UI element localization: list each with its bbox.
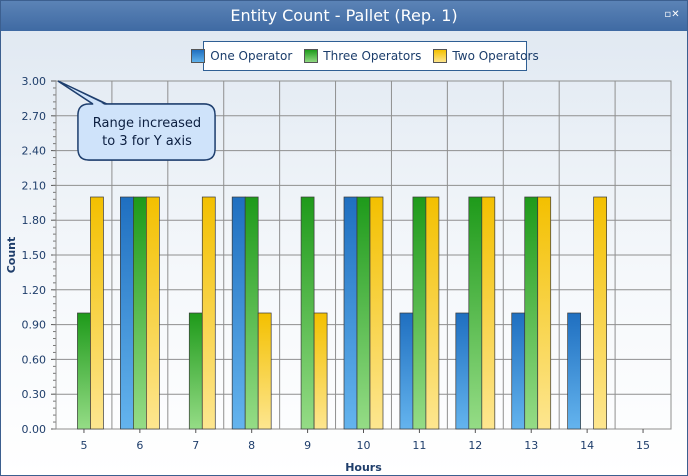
- y-tick-label: 2.40: [22, 145, 47, 158]
- callout-text-line: to 3 for Y axis: [102, 134, 192, 149]
- bar-two-operators: [369, 196, 384, 430]
- x-tick-label: 15: [636, 439, 650, 452]
- bar-two-operators: [425, 196, 440, 430]
- y-tick-label: 0.60: [22, 353, 47, 366]
- bar-three-operators: [133, 196, 147, 430]
- legend-swatch-one-operator: [191, 49, 206, 63]
- y-tick-label: 1.20: [22, 284, 47, 297]
- window-controls-icon[interactable]: ▫✕: [664, 9, 680, 20]
- legend-label-three-operators: Three Operators: [323, 49, 422, 63]
- bar-two-operators: [593, 196, 607, 430]
- y-tick-label: 1.80: [22, 214, 47, 227]
- y-axis-title: Count: [5, 237, 18, 274]
- bar-two-operators: [257, 312, 272, 430]
- y-tick-label: 1.50: [22, 249, 47, 262]
- title-bar: Entity Count - Pallet (Rep. 1) ▫✕: [1, 1, 687, 31]
- legend-label-one-operator: One Operator: [210, 49, 293, 63]
- y-tick-label: 2.70: [22, 110, 47, 123]
- callout-pointer: [57, 80, 108, 105]
- x-tick-label: 6: [136, 439, 143, 452]
- bar-one-operator: [567, 312, 581, 430]
- x-tick-label: 14: [580, 439, 594, 452]
- bar-two-operators: [90, 196, 104, 430]
- x-tick-label: 11: [412, 439, 426, 452]
- legend-item-two-operators[interactable]: Two Operators: [433, 49, 539, 63]
- legend-label-two-operators: Two Operators: [452, 49, 539, 63]
- x-tick-label: 12: [468, 439, 482, 452]
- bar-three-operators: [356, 196, 371, 430]
- window-title: Entity Count - Pallet (Rep. 1): [230, 6, 458, 25]
- bar-two-operators: [313, 312, 328, 430]
- bar-two-operators: [537, 196, 552, 430]
- x-tick-label: 5: [80, 439, 87, 452]
- bar-three-operators: [77, 312, 91, 430]
- chart-legend: One Operator Three Operators Two Operato…: [191, 41, 539, 71]
- y-tick-label: 0.00: [22, 423, 47, 436]
- bar-one-operator: [399, 312, 414, 430]
- x-tick-label: 10: [357, 439, 371, 452]
- legend-swatch-two-operators: [433, 49, 448, 63]
- bar-three-operators: [524, 196, 539, 430]
- callout-body: [77, 103, 216, 161]
- bar-two-operators: [481, 196, 496, 430]
- bar-one-operator: [455, 312, 470, 430]
- legend-item-one-operator[interactable]: One Operator: [191, 49, 292, 63]
- bar-two-operators: [146, 196, 160, 430]
- x-axis-title: Hours: [345, 461, 382, 474]
- legend-swatch-three-operators: [304, 49, 319, 63]
- y-tick-label: 0.30: [22, 388, 47, 401]
- y-tick-label: 0.90: [22, 319, 47, 332]
- bar-three-operators: [412, 196, 427, 430]
- y-tick-label: 3.00: [22, 75, 47, 88]
- bar-three-operators: [244, 196, 259, 430]
- bar-three-operators: [188, 312, 203, 430]
- bar-three-operators: [468, 196, 483, 430]
- bar-two-operators: [201, 196, 216, 430]
- range-callout: Range increased to 3 for Y axis: [57, 80, 216, 161]
- bar-one-operator: [231, 196, 246, 430]
- bar-one-operator: [511, 312, 526, 430]
- callout-text-line: Range increased: [93, 116, 201, 131]
- bar-chart: 0.00 0.30 0.60 0.90 1.20 1.50 1.80 2.10 2.40 2.70…: [5, 75, 672, 474]
- legend-item-three-operators[interactable]: Three Operators: [304, 49, 421, 63]
- bar-three-operators: [300, 196, 315, 430]
- x-tick-label: 9: [304, 439, 311, 452]
- bar-one-operator: [120, 196, 134, 430]
- chart-area: 0.00 0.30 0.60 0.90 1.20 1.50 1.80 2.10 2.40 2.70…: [1, 31, 687, 475]
- bar-one-operator: [343, 196, 358, 430]
- x-tick-label: 13: [524, 439, 538, 452]
- x-tick-label: 7: [192, 439, 199, 452]
- x-tick-label: 8: [248, 439, 255, 452]
- y-tick-label: 2.10: [22, 179, 47, 192]
